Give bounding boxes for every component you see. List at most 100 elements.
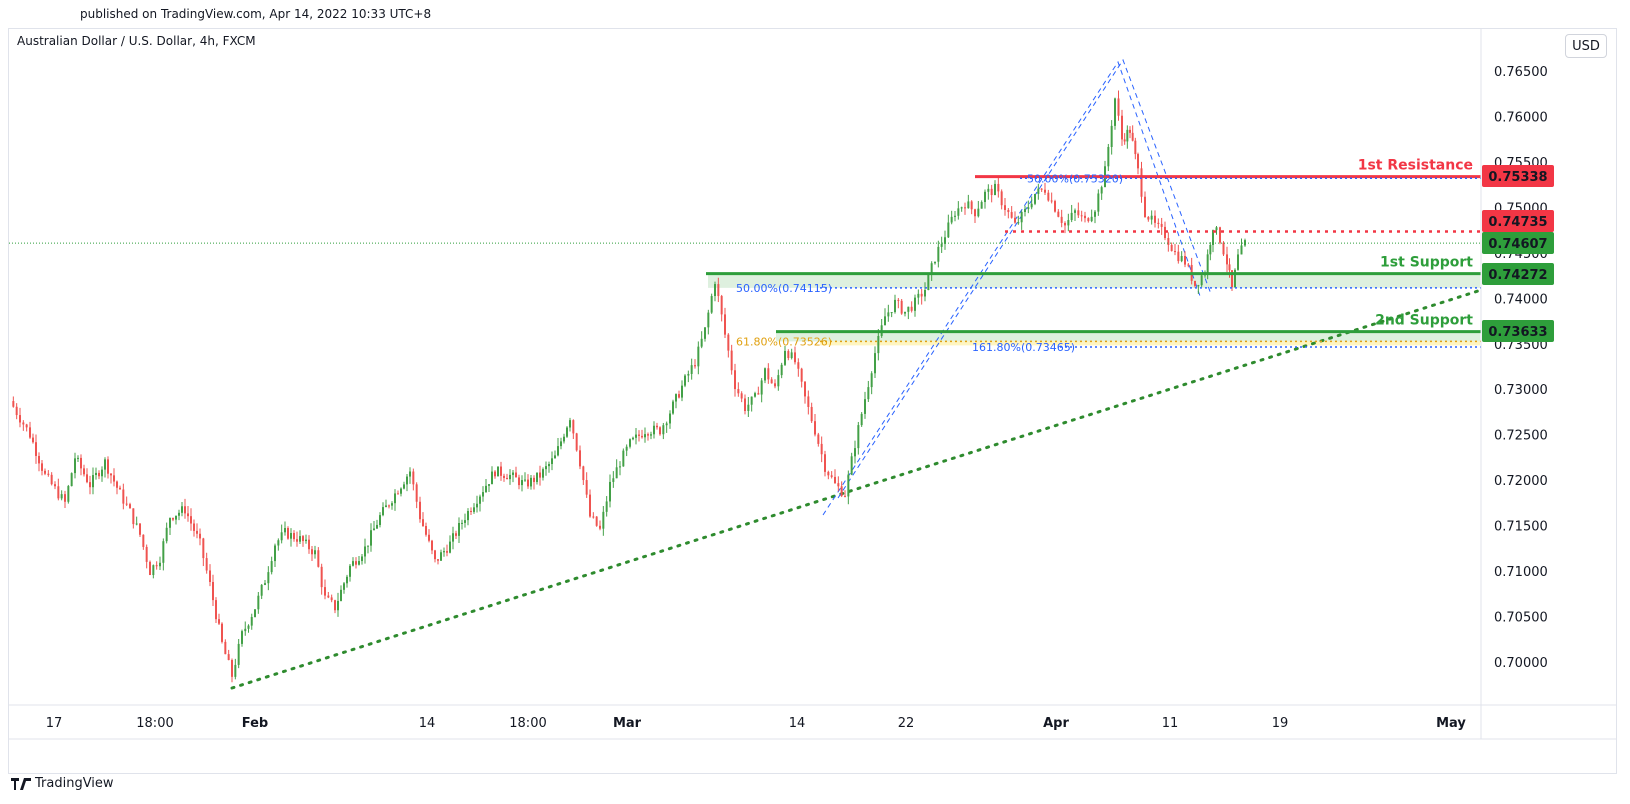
tradingview-brand[interactable]: TradingView: [11, 776, 114, 791]
candle-body: [780, 364, 783, 376]
candle-body: [44, 470, 46, 474]
candle-body: [1212, 230, 1214, 245]
candle-body: [129, 504, 131, 509]
candle-body: [740, 393, 743, 399]
candle-body: [984, 191, 986, 203]
candle-body: [897, 299, 900, 301]
candle-body: [1014, 217, 1016, 223]
candle-body: [1240, 245, 1243, 255]
candle-body: [920, 293, 923, 297]
candle-body: [653, 425, 655, 435]
currency-button[interactable]: USD: [1565, 34, 1607, 58]
candle-body: [406, 476, 408, 485]
candle-body: [376, 524, 378, 529]
candle-body: [254, 609, 256, 617]
level-lines: 1st Resistance 1st Support 2nd Support: [9, 158, 1481, 348]
candle-body: [690, 365, 693, 374]
candle-body: [19, 415, 21, 423]
candle-body: [355, 561, 357, 565]
candle-body: [361, 556, 363, 562]
x-tick-label: 18:00: [136, 716, 173, 731]
y-axis: 0.765000.760000.755000.750000.745000.740…: [1480, 29, 1548, 739]
candle-body: [867, 387, 870, 400]
candle-body: [512, 472, 514, 475]
y-tick-label: 0.73000: [1494, 383, 1548, 398]
candle-body: [1090, 216, 1093, 222]
candle-body: [224, 641, 227, 655]
candle-body: [834, 476, 836, 484]
candle-body: [1070, 212, 1073, 221]
candle-body: [820, 443, 823, 455]
x-tick-label: May: [1436, 716, 1466, 731]
candle-body: [1174, 251, 1176, 253]
candle-body: [750, 396, 753, 405]
candle-body: [539, 472, 541, 478]
candle-body: [1121, 115, 1123, 140]
candle-body: [934, 261, 936, 264]
candle-body: [744, 398, 746, 411]
candle-body: [1200, 275, 1203, 286]
candle-body: [987, 188, 990, 192]
x-tick-label: 18:00: [509, 716, 546, 731]
candle-body: [320, 566, 323, 588]
candle-body: [650, 434, 652, 436]
candle-body: [476, 503, 478, 508]
candle-body: [215, 600, 217, 620]
candle-body: [231, 660, 233, 677]
candle-body: [314, 550, 316, 555]
candle-body: [557, 446, 559, 456]
candle-body: [582, 466, 585, 481]
y-tick-label: 0.72000: [1494, 474, 1548, 489]
candle-body: [807, 396, 810, 407]
y-tick-label: 0.71500: [1494, 520, 1548, 535]
chart-frame: [8, 28, 1617, 774]
candle-body: [305, 539, 307, 542]
candle-body: [479, 496, 481, 504]
candle-body: [1184, 255, 1186, 265]
candle-body: [684, 375, 686, 386]
candle-body: [247, 625, 250, 629]
candle-body: [443, 551, 445, 553]
x-tick-label: 14: [789, 716, 806, 731]
candle-body: [1037, 188, 1040, 194]
candle-body: [910, 306, 913, 311]
candle-body: [967, 201, 970, 209]
candle-body: [521, 480, 523, 486]
candle-body: [575, 433, 578, 451]
candle-body: [944, 237, 946, 244]
candle-body: [1017, 222, 1020, 224]
x-tick-label: 19: [1272, 716, 1289, 731]
candle-body: [595, 516, 598, 526]
price-label-text: 0.74735: [1488, 215, 1547, 230]
candle-body: [152, 565, 155, 576]
candle-body: [800, 368, 803, 382]
candle-body: [1129, 129, 1131, 133]
candle-body: [218, 619, 220, 624]
candle-body: [1226, 254, 1228, 265]
candle-body: [1234, 269, 1236, 288]
candle-body: [860, 413, 863, 426]
symbol-title: Australian Dollar / U.S. Dollar, 4h, FXC…: [17, 34, 256, 48]
candle-body: [412, 471, 415, 485]
candle-body: [917, 293, 920, 298]
candle-body: [797, 362, 800, 369]
candle-body: [244, 628, 247, 632]
candle-body: [980, 202, 983, 209]
price-label-text: 0.74272: [1488, 268, 1547, 283]
candle-body: [15, 406, 18, 416]
candle-body: [227, 654, 230, 661]
x-tick-label: Mar: [613, 716, 642, 731]
candle-body: [530, 477, 532, 487]
candle-body: [187, 513, 189, 517]
candle-body: [615, 467, 618, 479]
candle-body: [196, 530, 198, 534]
candle-body: [110, 473, 112, 476]
candle-body: [527, 479, 529, 487]
candle-body: [790, 352, 793, 359]
candle-body: [473, 507, 475, 512]
price-label-box: [1482, 320, 1554, 342]
candle-body: [1074, 210, 1076, 213]
candle-body: [388, 505, 390, 507]
candle-body: [560, 441, 562, 447]
